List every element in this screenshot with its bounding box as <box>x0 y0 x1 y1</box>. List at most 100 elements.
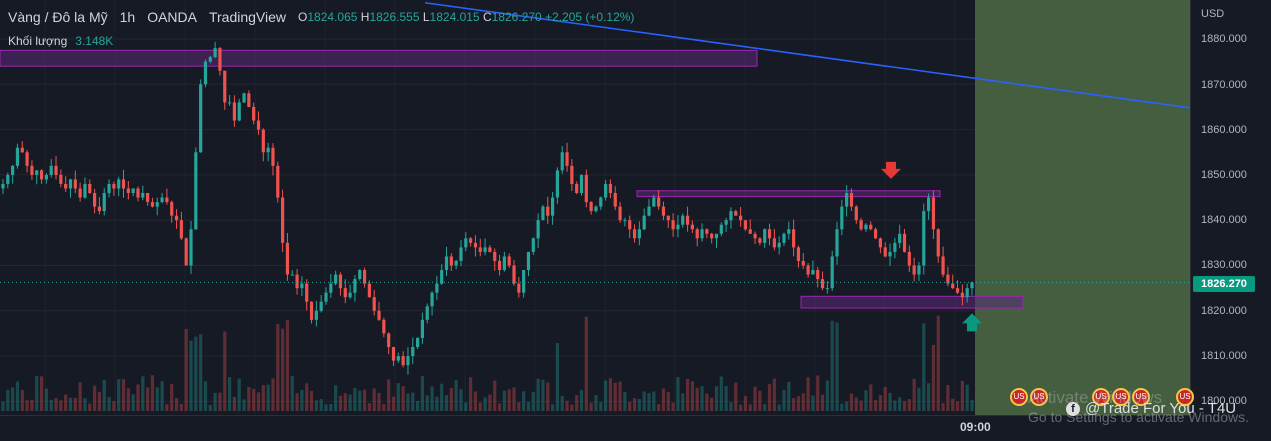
volume-bar <box>213 392 217 411</box>
volume-bar <box>146 387 150 411</box>
volume-bar <box>334 385 338 411</box>
volume-bar <box>632 398 637 411</box>
volume-bar <box>941 403 945 411</box>
candle-body <box>927 197 931 212</box>
chart-canvas[interactable] <box>0 0 1190 415</box>
volume-bar <box>382 404 386 411</box>
candle-body <box>203 61 208 85</box>
price-tick: 1880.000 <box>1201 33 1247 45</box>
volume-bar <box>873 400 878 411</box>
volume-bar <box>652 391 656 411</box>
us-flag-icon[interactable]: US <box>1010 388 1028 406</box>
economic-events[interactable]: US US US <box>1092 388 1150 406</box>
candle-body <box>454 260 458 266</box>
volume-bar <box>39 376 44 411</box>
candle-body <box>632 229 637 239</box>
candle-body <box>719 224 723 234</box>
us-flag-icon[interactable]: US <box>1092 388 1110 406</box>
volume-bar <box>208 404 212 411</box>
candle-body <box>6 174 10 184</box>
economic-events[interactable]: US US <box>1010 388 1048 406</box>
candle-body <box>878 238 883 248</box>
volume-bar <box>314 400 318 411</box>
currency-label[interactable]: USD <box>1201 8 1225 20</box>
candle-body <box>955 288 960 293</box>
us-flag-icon[interactable]: US <box>1030 388 1048 406</box>
candle-body <box>671 220 675 230</box>
volume-bar <box>199 334 203 411</box>
volume-bar <box>936 315 940 411</box>
candle-body <box>912 265 916 275</box>
price-axis[interactable]: USD 1880.000 1870.000 1860.000 1850.000 … <box>1190 0 1271 415</box>
volume-bar <box>362 389 367 411</box>
candle-body <box>406 356 410 366</box>
time-axis[interactable]: 09:00 <box>0 415 1190 441</box>
author-watermark: f @Trade For You - T4U <box>1066 400 1236 417</box>
volume-bar <box>927 383 931 411</box>
volume-bar <box>912 378 916 411</box>
volume-legend[interactable]: Khối lượng 3.148K <box>8 34 113 48</box>
candle-body <box>782 233 786 243</box>
volume-bar <box>425 395 429 411</box>
volume-bar <box>329 403 333 411</box>
candle-body <box>951 283 955 289</box>
candle-body <box>536 220 540 239</box>
volume-bar <box>738 404 743 411</box>
symbol-name[interactable]: Vàng / Đô la Mỹ <box>8 9 108 25</box>
candle-body <box>859 220 863 230</box>
candle-body <box>724 220 728 225</box>
candle-body <box>295 274 299 289</box>
activate-windows-title: Activate Windows <box>1028 388 1163 407</box>
interval-label[interactable]: 1h <box>119 9 136 25</box>
volume-bar <box>184 328 188 411</box>
volume-bar <box>449 387 453 411</box>
volume-bar <box>478 402 482 411</box>
candle-body <box>459 247 463 261</box>
candle-body <box>801 260 805 266</box>
volume-bar <box>174 398 179 411</box>
candle-body <box>11 165 15 175</box>
volume-bar <box>546 382 550 411</box>
economic-events[interactable]: US <box>1176 388 1194 406</box>
candlestick-chart[interactable] <box>0 0 1190 415</box>
candle-body <box>415 337 420 348</box>
candle-body <box>623 220 627 222</box>
candle-body <box>888 251 892 257</box>
volume-bar <box>6 389 10 411</box>
volume-bar <box>121 379 126 411</box>
volume-bar <box>305 383 309 411</box>
volume-bar <box>430 386 434 411</box>
volume-bar <box>170 384 174 411</box>
us-flag-icon[interactable]: US <box>1112 388 1130 406</box>
high-value: 1826.555 <box>369 10 420 24</box>
candle-body <box>68 179 73 189</box>
volume-bar <box>628 401 632 411</box>
volume-bar <box>575 395 579 411</box>
candle-body <box>179 220 183 239</box>
volume-bar <box>758 390 762 411</box>
candle-body <box>685 215 690 225</box>
source-label: TradingView <box>208 9 287 25</box>
candle-body <box>141 193 145 198</box>
current-price-tag: 1826.270 <box>1193 276 1255 292</box>
volume-bar <box>820 394 825 411</box>
us-flag-icon[interactable]: US <box>1176 388 1194 406</box>
candle-body <box>83 183 87 198</box>
volume-bar <box>290 375 294 411</box>
candle-body <box>39 170 44 180</box>
candle-body <box>546 206 550 216</box>
candle-body <box>117 179 121 189</box>
volume-bar <box>64 394 68 411</box>
volume-bar <box>584 316 588 411</box>
volume-bar <box>309 390 314 411</box>
candle-body <box>121 179 126 189</box>
candle-body <box>49 165 53 175</box>
volume-bar <box>459 389 463 411</box>
volume-bar <box>748 404 752 411</box>
volume-bar <box>710 397 714 411</box>
volume-bar <box>367 403 371 411</box>
candle-body <box>155 202 159 207</box>
symbol-legend[interactable]: Vàng / Đô la Mỹ 1h OANDA TradingView O18… <box>8 9 634 25</box>
candle-body <box>401 356 405 366</box>
us-flag-icon[interactable]: US <box>1132 388 1150 406</box>
